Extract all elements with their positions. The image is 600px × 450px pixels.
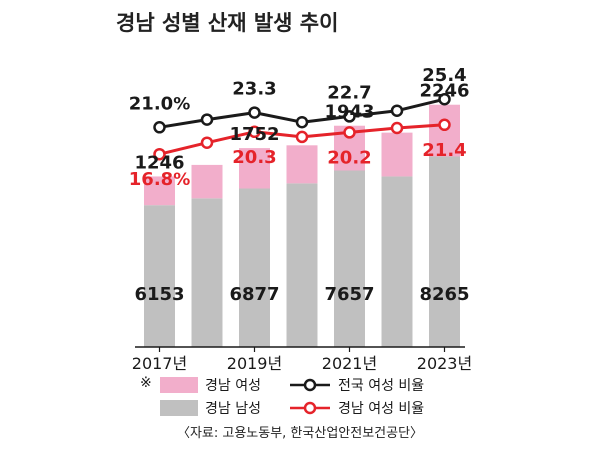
label-national-2017: 21.0% <box>129 93 190 114</box>
label-gyeongnam-2019: 20.3 <box>232 147 276 168</box>
marker-gyeongnam-2018 <box>200 136 214 149</box>
tick-label-2017: 2017년 <box>132 354 187 373</box>
legend-label-gyeongnam: 경남 여성 비율 <box>338 401 424 417</box>
marker-national-2019 <box>248 106 261 119</box>
label-female-2021: 1943 <box>324 102 374 123</box>
legend-marker-gyeongnam <box>303 401 317 415</box>
bar-female-2019 <box>239 148 270 189</box>
source-note: 〈자료: 고용노동부, 한국산업안전보건공단〉 <box>177 426 423 441</box>
tick-label-2023: 2023년 <box>417 354 472 373</box>
lines-group <box>153 92 451 161</box>
label-national-value-2017: 21.0 <box>129 93 173 114</box>
label-male-2023: 8265 <box>419 284 469 305</box>
legend-swatch-male <box>160 400 198 416</box>
label-male-2017: 6153 <box>134 284 184 305</box>
bar-male-2017 <box>144 205 175 347</box>
label-gyeongnam-value-2017: 16.8 <box>129 169 173 190</box>
label-gyeongnam-unit-2017: % <box>173 170 190 190</box>
marker-national-2023 <box>438 92 451 106</box>
bar-female-2017 <box>144 176 175 206</box>
label-national-2021: 22.7 <box>327 82 371 103</box>
marker-national-2021 <box>343 110 356 123</box>
legend-note-mark: ※ <box>140 375 152 391</box>
label-gyeongnam-2021: 20.2 <box>327 147 371 168</box>
bar-male-2020 <box>286 183 318 347</box>
label-gyeongnam-2017: 16.8% <box>129 169 190 190</box>
tick-label-2021: 2021년 <box>322 354 377 373</box>
bars-group <box>144 104 460 347</box>
legend-swatch-female <box>160 377 198 393</box>
bar-female-2020 <box>286 145 318 184</box>
marker-gyeongnam-2023 <box>438 118 451 132</box>
marker-gyeongnam-2020 <box>295 130 309 144</box>
x-axis-ticks: 2017년 2019년 2021년 2023년 <box>132 347 472 373</box>
bar-male-2019 <box>239 188 270 347</box>
label-national-value-2019: 23.3 <box>232 79 276 100</box>
bar-male-2018 <box>191 198 223 347</box>
marker-gyeongnam-2019 <box>248 125 261 139</box>
legend-marker-national <box>303 378 317 392</box>
bar-male-2021 <box>334 170 365 347</box>
label-gyeongnam-value-2019: 20.3 <box>232 147 276 168</box>
marker-gyeongnam-2022 <box>390 121 404 135</box>
label-national-unit-2017: % <box>173 94 190 114</box>
labels-group: 6153 6877 7657 8265 1246 1752 1943 2246 21.0% 23.… <box>129 65 470 305</box>
label-national-2019: 23.3 <box>232 79 276 100</box>
bar-male-2023 <box>429 156 460 347</box>
label-male-2021: 7657 <box>324 284 374 305</box>
bar-male-2022 <box>381 176 413 347</box>
marker-national-2018 <box>200 113 214 126</box>
legend-label-male: 경남 남성 <box>205 401 261 417</box>
marker-gyeongnam-2021 <box>343 126 356 139</box>
label-male-2019: 6877 <box>229 284 279 305</box>
legend: ※ 경남 여성 경남 남성 전국 여성 비율 경남 여성 비율 <box>140 375 424 417</box>
bar-female-2018 <box>191 164 223 199</box>
label-national-value-2023: 25.4 <box>422 65 466 86</box>
chart-title: 경남 성별 산재 발생 추이 <box>116 11 338 35</box>
label-female-2023: 2246 <box>419 81 469 102</box>
legend-label-female: 경남 여성 <box>205 378 261 394</box>
marker-national-2020 <box>295 115 309 129</box>
label-national-value-2021: 22.7 <box>327 82 371 103</box>
label-gyeongnam-value-2023: 21.4 <box>422 140 466 161</box>
tick-label-2019: 2019년 <box>227 354 282 373</box>
label-female-2019: 1752 <box>229 124 279 145</box>
marker-national-2017 <box>153 121 166 134</box>
bar-female-2022 <box>381 132 413 177</box>
marker-gyeongnam-2017 <box>153 147 166 161</box>
marker-national-2022 <box>390 104 404 117</box>
label-gyeongnam-2023: 21.4 <box>422 140 466 161</box>
label-gyeongnam-value-2021: 20.2 <box>327 147 371 168</box>
label-national-2023: 25.4 <box>422 65 466 86</box>
label-female-2017: 1246 <box>134 152 184 173</box>
legend-label-national: 전국 여성 비율 <box>338 378 424 394</box>
